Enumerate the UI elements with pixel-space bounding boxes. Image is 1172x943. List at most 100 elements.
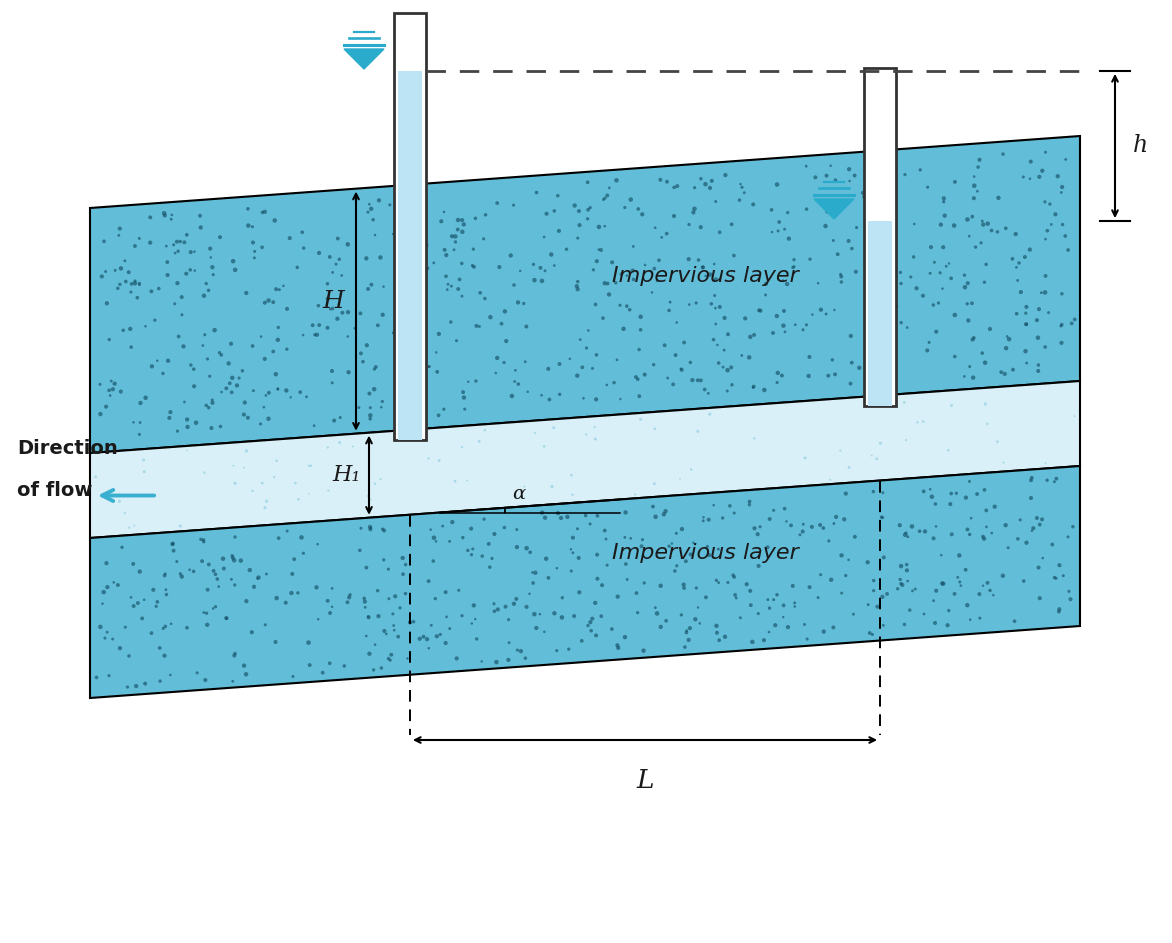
Point: [361, 408, 380, 423]
Point: [350, 543, 369, 558]
Point: [581, 623, 600, 638]
Point: [824, 233, 843, 248]
Point: [803, 307, 822, 323]
Point: [934, 190, 953, 206]
Point: [131, 415, 150, 430]
Point: [488, 351, 506, 366]
Point: [755, 383, 774, 398]
Point: [718, 363, 737, 378]
Point: [454, 224, 472, 240]
Point: [600, 287, 619, 302]
Point: [667, 315, 686, 330]
Point: [588, 508, 607, 523]
Point: [839, 460, 858, 475]
Point: [466, 211, 485, 226]
Point: [465, 611, 484, 626]
Point: [224, 458, 243, 473]
Point: [245, 244, 264, 259]
Point: [783, 578, 802, 593]
Point: [632, 323, 650, 338]
Point: [163, 537, 182, 552]
Point: [278, 341, 297, 356]
Point: [687, 581, 706, 596]
Point: [817, 168, 836, 183]
Point: [481, 559, 499, 574]
Point: [656, 613, 675, 628]
Point: [214, 561, 233, 576]
Point: [195, 533, 213, 548]
Point: [1054, 217, 1072, 232]
Point: [945, 218, 963, 233]
Point: [701, 406, 720, 422]
Point: [463, 541, 482, 556]
Point: [1062, 316, 1081, 331]
Point: [197, 398, 216, 413]
Point: [130, 427, 149, 442]
Point: [829, 247, 847, 262]
Point: [449, 222, 468, 237]
Point: [724, 505, 743, 521]
Point: [177, 227, 196, 242]
Point: [125, 518, 144, 533]
Point: [618, 268, 636, 283]
Point: [859, 157, 878, 172]
Point: [486, 366, 505, 381]
Point: [483, 551, 502, 566]
Point: [730, 192, 749, 207]
Point: [234, 460, 253, 475]
Point: [471, 286, 490, 301]
Point: [131, 395, 150, 410]
Point: [563, 488, 581, 503]
Point: [293, 224, 312, 240]
Point: [886, 340, 905, 356]
Point: [898, 320, 917, 335]
Point: [598, 557, 616, 572]
Point: [420, 573, 438, 588]
Point: [864, 484, 883, 499]
Point: [307, 580, 326, 595]
Point: [568, 521, 587, 537]
Point: [548, 189, 567, 204]
Point: [1022, 490, 1041, 505]
Text: α: α: [512, 485, 525, 503]
Point: [585, 420, 604, 435]
Point: [1045, 474, 1064, 489]
Point: [725, 587, 744, 603]
Point: [339, 365, 357, 380]
Point: [321, 605, 340, 620]
Point: [435, 402, 454, 417]
Point: [515, 296, 533, 311]
Point: [1037, 472, 1056, 488]
Point: [550, 356, 568, 372]
Point: [156, 566, 175, 581]
Point: [749, 558, 768, 573]
Point: [1036, 455, 1055, 471]
Point: [1016, 306, 1035, 321]
Point: [239, 410, 258, 425]
Point: [691, 372, 710, 388]
Point: [832, 586, 851, 601]
Point: [394, 551, 413, 566]
Point: [584, 361, 602, 376]
Point: [745, 431, 764, 446]
Point: [476, 422, 495, 438]
Point: [198, 618, 217, 633]
Point: [294, 546, 313, 561]
Point: [902, 519, 921, 534]
Point: [992, 365, 1010, 380]
Point: [475, 512, 493, 527]
Point: [986, 499, 1004, 514]
Point: [942, 486, 961, 501]
Point: [333, 268, 352, 283]
Point: [864, 583, 883, 598]
Point: [1008, 273, 1027, 288]
Point: [632, 309, 650, 324]
Point: [965, 169, 983, 184]
Point: [627, 370, 646, 385]
Point: [686, 180, 704, 195]
Point: [224, 254, 243, 269]
Point: [322, 599, 341, 614]
Point: [886, 230, 905, 245]
Point: [195, 605, 213, 620]
Point: [873, 589, 892, 604]
